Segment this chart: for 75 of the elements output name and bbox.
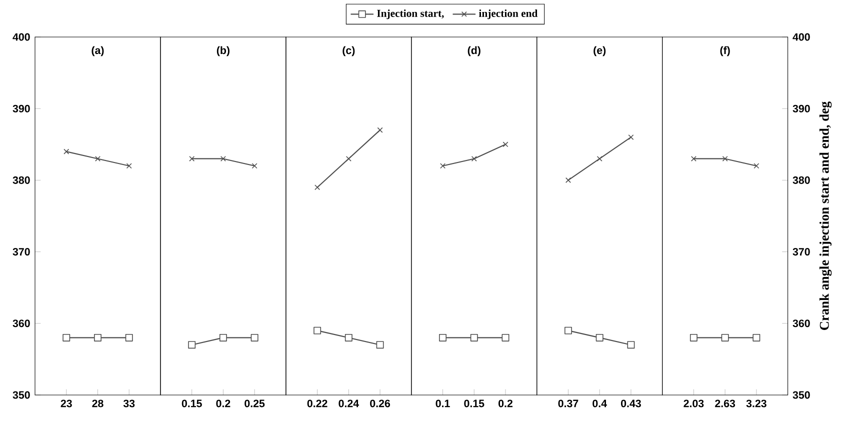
x-tick-label: 3.23 bbox=[746, 400, 766, 408]
point bbox=[752, 334, 760, 342]
point bbox=[64, 148, 70, 154]
text: (e) bbox=[594, 46, 606, 56]
point bbox=[627, 341, 635, 349]
point bbox=[754, 163, 760, 169]
point bbox=[721, 334, 729, 342]
x-tick-label: 0.15 bbox=[182, 400, 202, 408]
text: (f) bbox=[720, 46, 730, 56]
point bbox=[376, 341, 384, 349]
point bbox=[314, 184, 320, 190]
point bbox=[94, 156, 100, 162]
point bbox=[377, 127, 383, 133]
text: (d) bbox=[468, 46, 480, 56]
point bbox=[596, 156, 602, 162]
point bbox=[471, 156, 477, 162]
point bbox=[502, 334, 510, 342]
y2-tick-label: 360 bbox=[792, 320, 810, 328]
legend-label: injection end bbox=[478, 9, 538, 20]
x-tick-label: 0.26 bbox=[370, 400, 390, 408]
point bbox=[596, 334, 604, 342]
point bbox=[628, 134, 634, 140]
y-tick-label: 390 bbox=[12, 104, 30, 112]
y-tick-label: 350 bbox=[12, 391, 30, 399]
point bbox=[220, 156, 226, 162]
x-tick-label: 0.1 bbox=[436, 400, 450, 408]
text: (a) bbox=[92, 46, 104, 56]
point bbox=[439, 334, 446, 342]
x-tick-label: 0.37 bbox=[558, 400, 578, 408]
point bbox=[690, 334, 698, 342]
y-tick-label: 400 bbox=[12, 33, 30, 41]
x-tick-label: 2.63 bbox=[715, 400, 736, 408]
x-tick-label: 28 bbox=[92, 400, 104, 408]
point bbox=[690, 156, 696, 162]
x-tick-label: 0.43 bbox=[621, 400, 641, 408]
text: (b) bbox=[216, 46, 230, 56]
y-tick-label: 380 bbox=[12, 176, 30, 184]
x-tick-label: 0.2 bbox=[498, 400, 512, 408]
x-tick-label: 0.24 bbox=[338, 400, 359, 408]
y2-axis-title: Crank angle injection start and end, deg bbox=[819, 101, 832, 330]
x-tick-label: 0.4 bbox=[592, 400, 607, 408]
point bbox=[502, 142, 508, 148]
point bbox=[314, 326, 322, 334]
point bbox=[219, 334, 227, 342]
point bbox=[252, 163, 258, 169]
y2-tick-label: 390 bbox=[792, 104, 810, 112]
point bbox=[62, 334, 70, 342]
point bbox=[250, 334, 258, 342]
point bbox=[125, 334, 133, 342]
point bbox=[344, 334, 352, 342]
x-tick-label: 23 bbox=[60, 400, 72, 408]
point bbox=[470, 334, 478, 342]
x-tick-label: 0.25 bbox=[244, 400, 265, 408]
x-tick-label: 0.22 bbox=[307, 400, 328, 408]
y2-tick-label: 370 bbox=[792, 248, 810, 256]
y2-tick-label: 350 bbox=[792, 391, 810, 399]
point bbox=[564, 326, 572, 334]
x-tick-label: 0.15 bbox=[464, 400, 484, 408]
x-tick-label: 0.2 bbox=[216, 400, 230, 408]
point bbox=[346, 156, 352, 162]
legend-label: Injection start, bbox=[377, 9, 444, 20]
point bbox=[722, 156, 728, 162]
point bbox=[94, 334, 102, 342]
y2-tick-label: 400 bbox=[792, 33, 810, 41]
x-tick-label: 33 bbox=[123, 400, 135, 408]
point bbox=[440, 163, 446, 169]
point bbox=[188, 341, 196, 349]
y-tick-label: 360 bbox=[12, 320, 30, 328]
point bbox=[189, 156, 195, 162]
y2-tick-label: 380 bbox=[792, 176, 810, 184]
text: (c) bbox=[342, 46, 355, 56]
point bbox=[126, 163, 132, 169]
y-tick-label: 370 bbox=[12, 248, 30, 256]
point bbox=[565, 177, 571, 183]
x-tick-label: 2.03 bbox=[684, 400, 704, 408]
